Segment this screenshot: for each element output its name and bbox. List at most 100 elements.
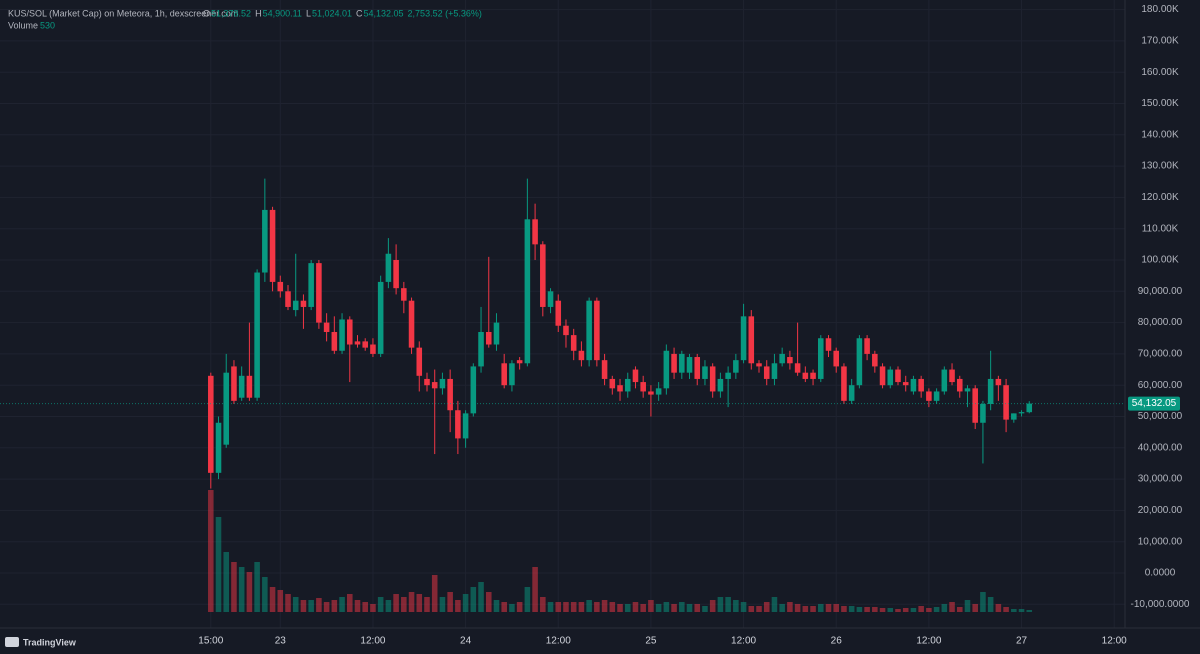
candle-body [879,366,886,386]
ohlc-key: O [203,8,210,18]
candle-body [632,369,639,383]
volume-bar [563,602,569,612]
volume-bar [208,490,214,612]
volume-bar [787,602,793,612]
volume-bar [1026,610,1033,612]
candle-body [408,300,415,348]
volume-bar [555,602,562,612]
volume-bar [509,604,515,612]
volume-bar [370,604,376,612]
candle-body [524,219,531,364]
volume-bar [872,607,878,612]
candle-body [401,288,407,301]
y-tick-label: 120.00K [1141,192,1179,203]
candle-body [323,322,330,332]
volume-bar [748,606,755,612]
volume-bar [478,582,484,612]
y-tick-label: 40,000.00 [1138,442,1183,453]
volume-bar [810,606,816,612]
volume-bar [578,602,585,612]
y-tick-label: 30,000.00 [1138,474,1183,485]
volume-bar [887,608,894,612]
candle-body [1018,412,1025,414]
candle-body [439,378,446,389]
candle-body [794,363,801,373]
candle-body [771,363,778,379]
candle-body [810,372,816,379]
candle-body [910,378,917,392]
candle-body [316,263,322,323]
volume-bar [733,600,739,612]
volume-bar [702,606,708,612]
volume-bar [763,602,770,612]
volume-bar [902,608,909,612]
volume-bar [709,600,716,612]
candle-body [964,388,971,392]
candle-body [956,378,963,392]
y-tick-label: 50,000.00 [1138,411,1183,422]
volume-bar [439,597,446,612]
chart-title: KUS/SOL (Market Cap) on Meteora, 1h, dex… [8,8,238,18]
volume-bar [547,602,554,612]
volume-bar [655,604,662,612]
volume-bar [686,604,693,612]
volume-bar [879,608,886,612]
volume-bar [269,587,276,612]
y-tick-label: -10,000.0000 [1131,599,1190,610]
volume-bar [493,600,500,612]
candle-body [601,360,608,379]
volume-bar [393,594,399,612]
volume-bar [964,600,971,612]
volume-bar [717,597,724,612]
candle-body [725,372,731,379]
volume-bar [980,592,986,612]
candle-body [246,375,253,398]
candle-body [779,353,785,364]
candle-body [208,375,214,473]
volume-bar [431,575,438,612]
y-tick-label: 160.00K [1141,67,1179,78]
volume-bar [516,602,523,612]
volume-bar [346,594,353,612]
x-tick-label: 15:00 [198,636,223,647]
volume-bar [779,604,785,612]
volume-bar [756,606,762,612]
candle-body [555,300,562,326]
volume-bar [462,594,469,612]
candle-body [262,209,268,273]
candle-body [346,319,353,345]
candle-body [447,378,453,411]
candle-body [478,331,484,367]
volume-bar [323,602,330,612]
volume-bar [987,597,994,612]
volume-bar [956,607,963,612]
volume-bar [864,607,870,612]
candle-body [354,341,361,345]
candle-body [254,272,260,398]
candle-body [817,338,824,379]
volume-bar [408,592,415,612]
volume-bar [594,602,600,612]
ohlc-key: H [255,8,262,18]
candle-body [694,357,701,379]
volume-bar [624,604,631,612]
y-tick-label: 0.0000 [1145,568,1176,579]
volume-bar [455,600,461,612]
candle-body [833,350,840,367]
volume-bar [532,567,538,612]
volume-bar [856,607,863,612]
volume-bar [285,594,291,612]
candle-body [987,378,994,404]
volume-bar [308,600,314,612]
brand: TradingView [23,637,77,647]
volume-bar [385,600,392,612]
volume-bar [262,577,268,612]
x-tick-label: 12:00 [360,636,385,647]
volume-bar [377,597,384,612]
volume-bar [447,592,453,612]
ohlc-value: 54,900.11 [263,8,302,18]
volume-bar [926,608,932,612]
candle-body [648,391,654,395]
